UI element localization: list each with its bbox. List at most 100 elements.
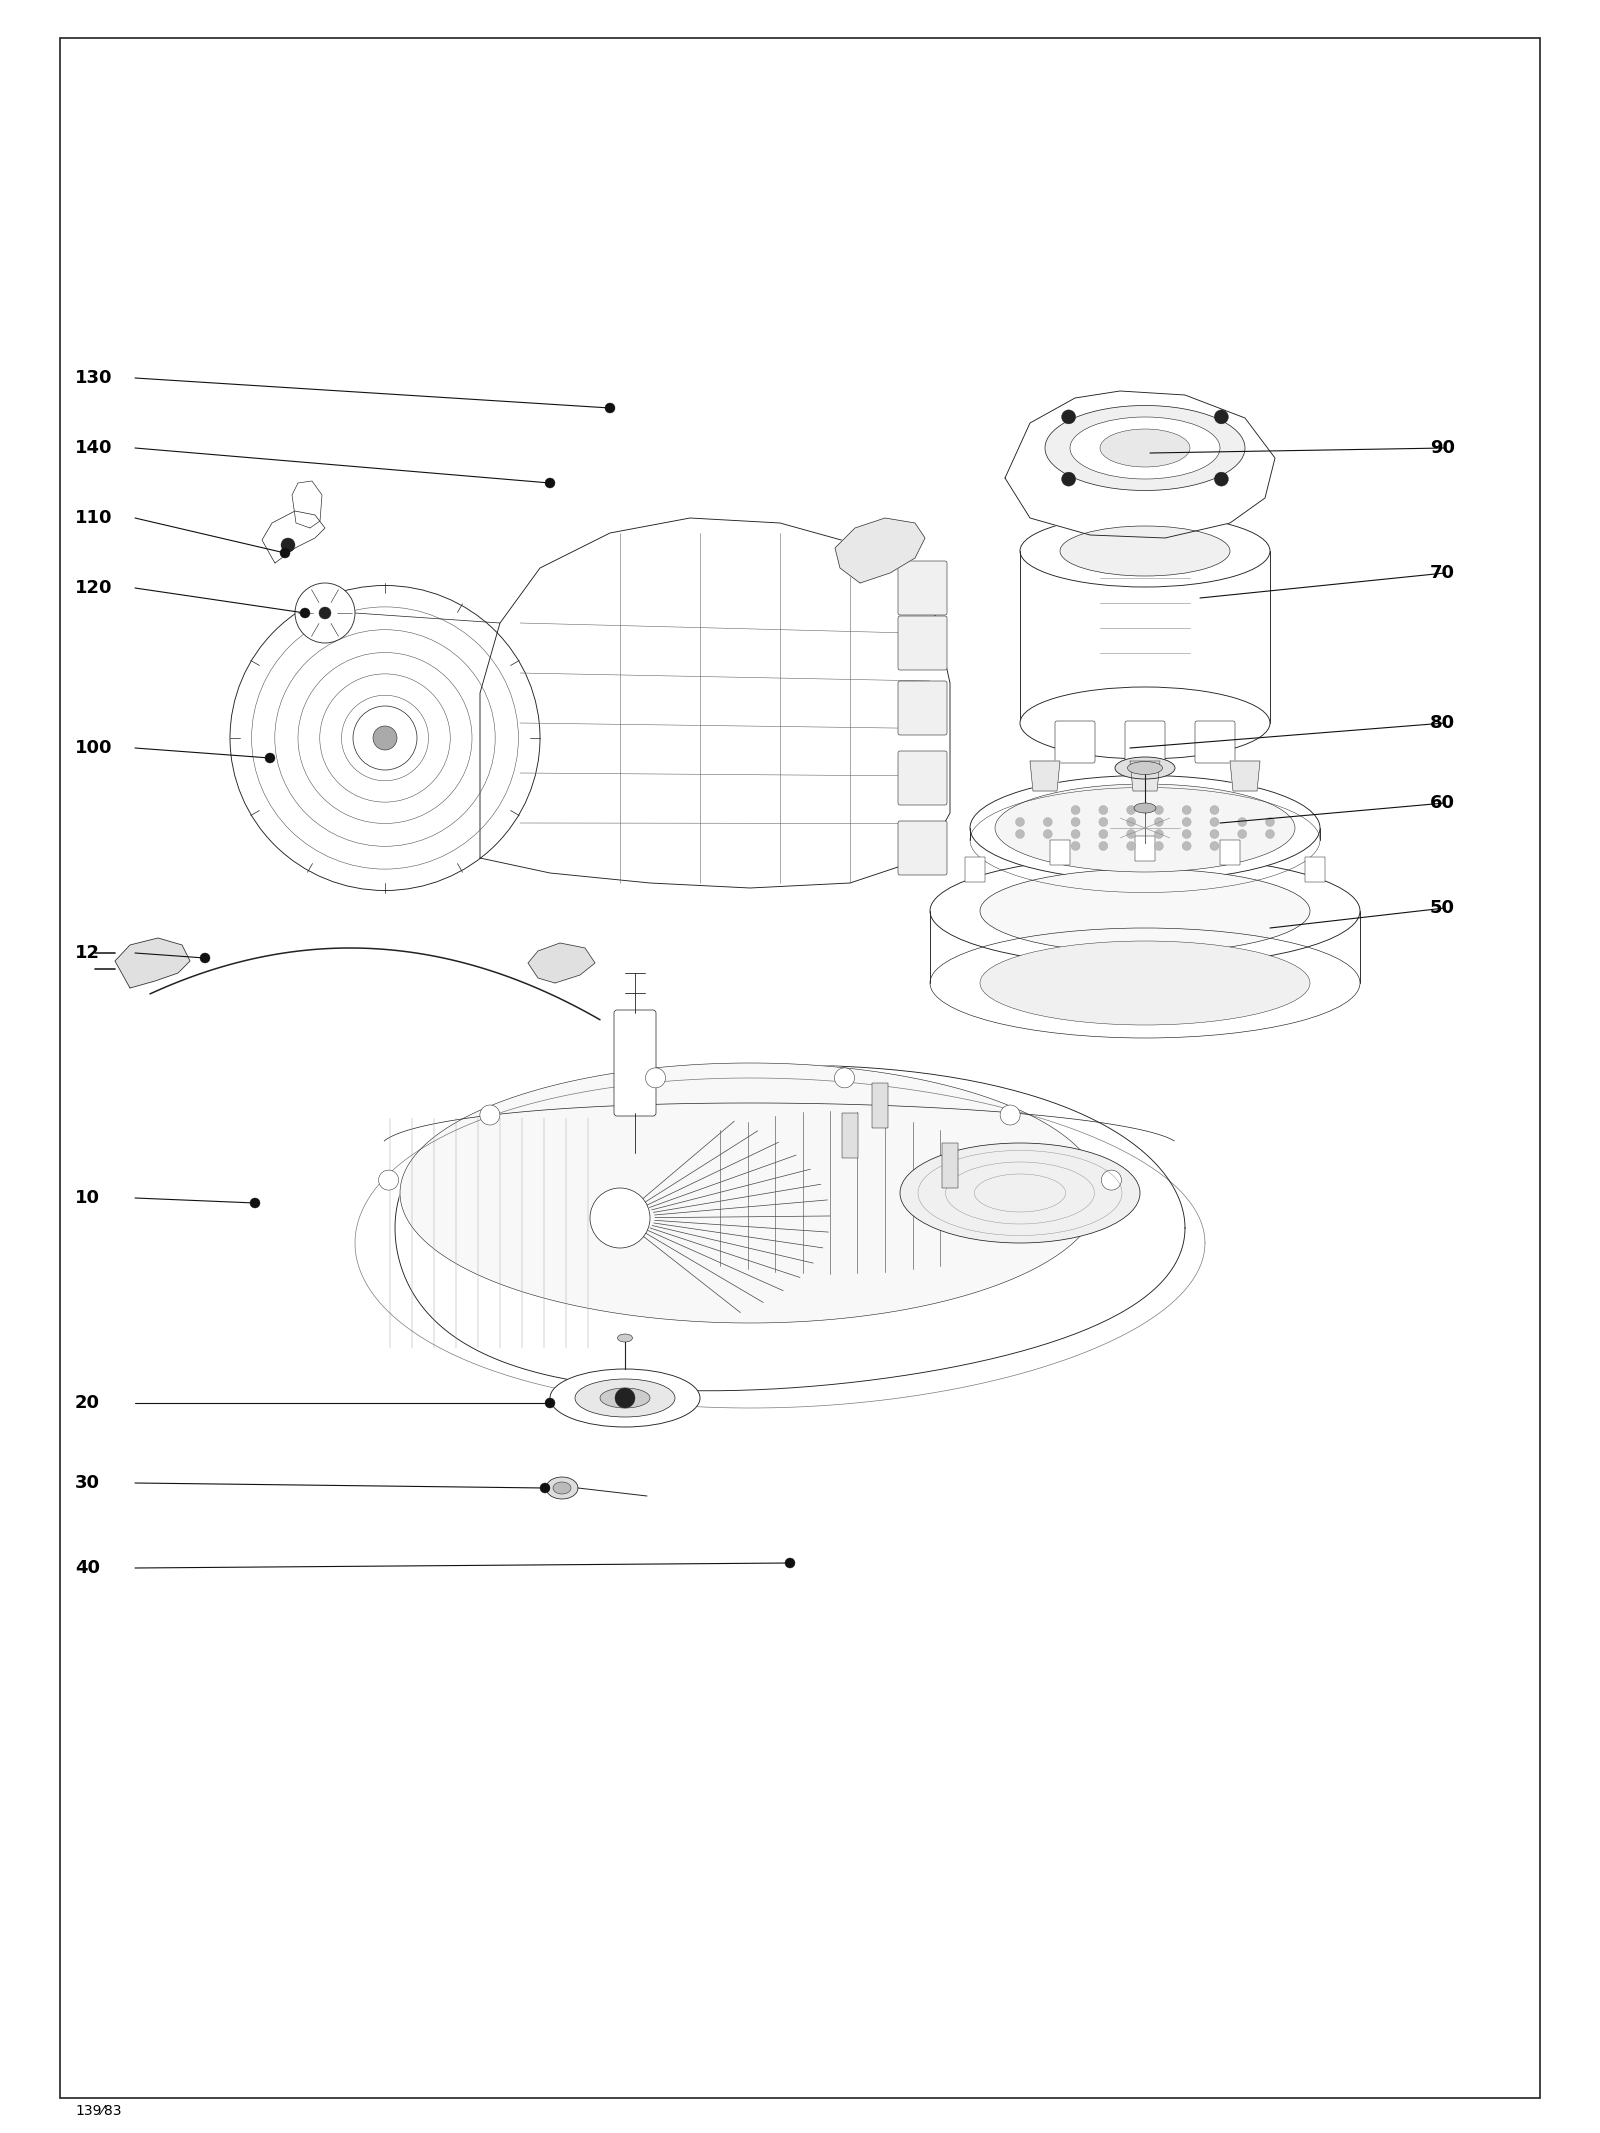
Ellipse shape — [979, 868, 1310, 953]
Polygon shape — [400, 1062, 1101, 1322]
Circle shape — [786, 1557, 795, 1568]
Text: 30: 30 — [75, 1474, 99, 1491]
Text: 60: 60 — [1430, 793, 1454, 813]
Circle shape — [645, 1069, 666, 1088]
Circle shape — [1238, 817, 1246, 825]
Bar — [872, 1084, 888, 1128]
Circle shape — [1126, 817, 1136, 825]
Circle shape — [301, 608, 310, 619]
Ellipse shape — [230, 584, 541, 889]
Circle shape — [1154, 830, 1163, 838]
Circle shape — [266, 753, 275, 764]
Ellipse shape — [1070, 416, 1221, 480]
Ellipse shape — [1045, 405, 1245, 491]
Circle shape — [1182, 817, 1190, 825]
Ellipse shape — [1059, 527, 1230, 576]
Circle shape — [1101, 1171, 1122, 1190]
Circle shape — [541, 1482, 550, 1493]
Circle shape — [1182, 843, 1190, 851]
Circle shape — [1070, 830, 1080, 838]
Circle shape — [1062, 471, 1075, 486]
Text: 10: 10 — [75, 1188, 99, 1207]
Circle shape — [1062, 410, 1075, 424]
Circle shape — [546, 478, 555, 488]
Text: 110: 110 — [75, 510, 112, 527]
Polygon shape — [262, 512, 325, 563]
Bar — [1134, 836, 1155, 862]
Circle shape — [1210, 817, 1219, 825]
Ellipse shape — [546, 1476, 578, 1499]
Polygon shape — [1130, 761, 1160, 791]
Polygon shape — [1005, 390, 1275, 538]
Text: 140: 140 — [75, 439, 112, 456]
Circle shape — [318, 608, 331, 619]
Circle shape — [1000, 1105, 1021, 1124]
Circle shape — [1210, 830, 1219, 838]
Ellipse shape — [930, 855, 1360, 966]
Text: 70: 70 — [1430, 563, 1454, 582]
Circle shape — [1016, 817, 1024, 825]
Ellipse shape — [600, 1389, 650, 1408]
Circle shape — [835, 1069, 854, 1088]
Circle shape — [1070, 843, 1080, 851]
Circle shape — [1154, 806, 1163, 815]
Circle shape — [480, 1105, 499, 1124]
FancyBboxPatch shape — [898, 680, 947, 736]
Ellipse shape — [1021, 687, 1270, 759]
Ellipse shape — [554, 1482, 571, 1493]
Circle shape — [1154, 843, 1163, 851]
Polygon shape — [115, 939, 190, 988]
FancyBboxPatch shape — [898, 561, 947, 614]
Circle shape — [1214, 410, 1229, 424]
Polygon shape — [528, 943, 595, 983]
Polygon shape — [395, 1064, 1186, 1391]
Circle shape — [354, 706, 418, 770]
Text: 20: 20 — [75, 1395, 99, 1412]
Text: 40: 40 — [75, 1559, 99, 1576]
Bar — [942, 1143, 958, 1188]
Circle shape — [250, 1199, 259, 1207]
Text: 80: 80 — [1430, 715, 1454, 732]
Text: 12: 12 — [75, 945, 99, 962]
Ellipse shape — [1134, 802, 1155, 813]
Text: 130: 130 — [75, 369, 112, 386]
Circle shape — [1099, 817, 1107, 825]
FancyBboxPatch shape — [1125, 721, 1165, 764]
Circle shape — [294, 582, 355, 642]
Bar — [1050, 840, 1070, 866]
Circle shape — [1214, 471, 1229, 486]
Text: 139⁄83: 139⁄83 — [75, 2103, 122, 2118]
Circle shape — [1126, 843, 1136, 851]
Circle shape — [546, 1397, 555, 1408]
Text: 120: 120 — [75, 578, 112, 597]
Text: 50: 50 — [1430, 898, 1454, 917]
FancyBboxPatch shape — [898, 821, 947, 875]
Ellipse shape — [995, 785, 1294, 872]
Ellipse shape — [970, 776, 1320, 881]
Circle shape — [1182, 806, 1190, 815]
Circle shape — [1099, 830, 1107, 838]
Circle shape — [282, 538, 294, 552]
Circle shape — [1182, 830, 1190, 838]
Circle shape — [590, 1188, 650, 1248]
Polygon shape — [480, 518, 950, 887]
Circle shape — [1070, 806, 1080, 815]
Circle shape — [1154, 817, 1163, 825]
Circle shape — [1043, 817, 1053, 825]
Circle shape — [614, 1389, 635, 1408]
Ellipse shape — [618, 1333, 632, 1342]
Circle shape — [1210, 843, 1219, 851]
Ellipse shape — [899, 1143, 1139, 1244]
Circle shape — [1070, 817, 1080, 825]
Polygon shape — [835, 518, 925, 582]
Bar — [842, 1113, 858, 1158]
Ellipse shape — [1021, 514, 1270, 587]
Circle shape — [1266, 830, 1275, 838]
FancyBboxPatch shape — [898, 751, 947, 804]
Polygon shape — [1230, 761, 1261, 791]
Circle shape — [1238, 830, 1246, 838]
Circle shape — [1016, 830, 1024, 838]
FancyBboxPatch shape — [1195, 721, 1235, 764]
Circle shape — [1266, 817, 1275, 825]
Circle shape — [605, 403, 614, 414]
